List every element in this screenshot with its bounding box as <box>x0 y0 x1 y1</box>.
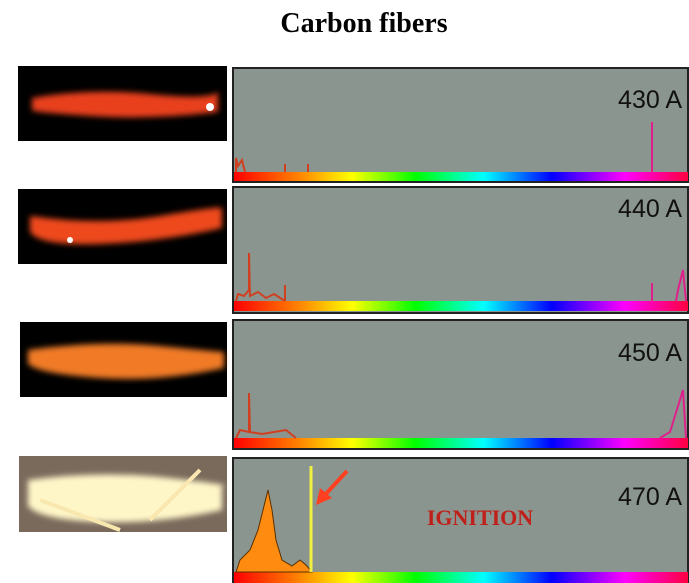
annotation: IGNITION <box>427 505 533 530</box>
photo <box>19 456 227 532</box>
current-label: 430 A <box>618 86 682 114</box>
spectrum: IGNITION 470 A <box>233 458 688 583</box>
spectrum: 440 A <box>233 187 688 313</box>
photo <box>20 322 227 397</box>
spectrum: 450 A <box>233 320 688 449</box>
spectrum: 430 A <box>233 68 688 182</box>
current-label: 440 A <box>618 195 682 223</box>
photo <box>18 66 227 141</box>
figure: Carbon fibers 430 A 440 A 450 A <box>0 0 689 583</box>
current-label: 450 A <box>618 339 682 367</box>
photo <box>18 189 227 264</box>
title: Carbon fibers <box>280 8 447 39</box>
current-label: 470 A <box>618 483 682 511</box>
